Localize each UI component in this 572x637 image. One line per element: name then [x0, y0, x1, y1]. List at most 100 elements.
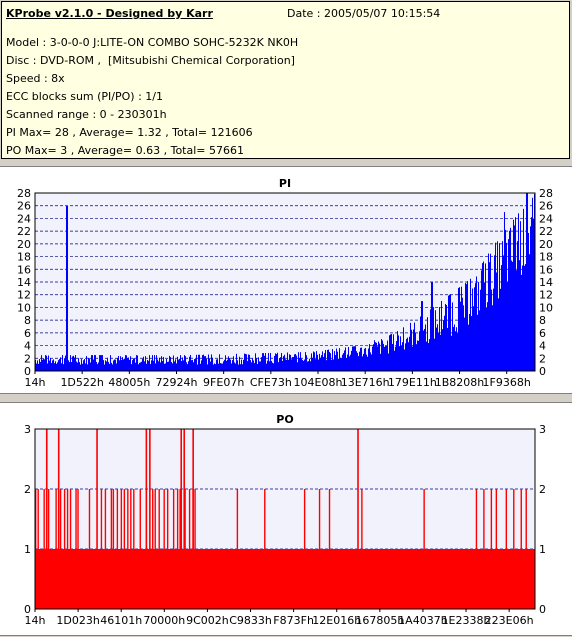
x-tick-label: CFE73h [250, 376, 292, 389]
pi-bar [318, 359, 319, 371]
pi-bar [418, 340, 419, 371]
pi-bar [161, 356, 162, 371]
pi-bar [393, 334, 394, 371]
pi-bar [385, 345, 386, 371]
pi-bar [321, 355, 322, 371]
pi-bar [440, 334, 441, 371]
pi-bar [469, 314, 470, 371]
pi-bar [380, 353, 381, 371]
pi-bar [168, 361, 169, 371]
pi-bar [75, 355, 76, 371]
pi-bar [461, 286, 462, 371]
pi-bar [496, 272, 497, 371]
pi-bar [343, 353, 344, 371]
pi-bar [132, 360, 133, 371]
pi-bar [287, 352, 288, 371]
pi-bar [524, 265, 525, 371]
pi-bar [270, 352, 271, 371]
pi-bar [166, 359, 167, 371]
po-spike [423, 489, 425, 609]
pi-bar [435, 310, 436, 371]
pi-bar [486, 308, 487, 371]
pi-bar [196, 354, 197, 371]
po-spike [104, 489, 107, 609]
pi-bar [90, 362, 91, 371]
pi-bar [274, 356, 275, 371]
pi-bar [183, 360, 184, 371]
pi-bar [102, 355, 103, 371]
pi-bar [189, 356, 190, 371]
pi-bar [162, 360, 163, 371]
pi-bar [298, 352, 299, 371]
pi-bar [229, 358, 230, 371]
po-spike [194, 489, 196, 609]
pi-bar [178, 359, 179, 371]
y-tick-label-left: 3 [24, 423, 31, 436]
pi-bar [532, 197, 533, 371]
pi-bar [221, 363, 222, 371]
pi-bar [516, 270, 517, 371]
y-tick-label-left: 20 [17, 238, 31, 251]
pi-bar [269, 361, 270, 371]
y-tick-label-left: 6 [24, 327, 31, 340]
pi-bar [425, 324, 426, 371]
scan-date: Date : 2005/05/07 10:15:54 [287, 7, 441, 20]
pi-bar [145, 356, 146, 371]
disc-type: Disc : DVD-ROM , [Mitsubishi Chemical Co… [6, 54, 295, 67]
pi-bar [356, 351, 357, 371]
y-tick-label-right: 0 [539, 603, 546, 616]
pi-bar [430, 309, 431, 371]
pi-bar [413, 329, 414, 371]
y-tick-label-right: 24 [539, 212, 553, 225]
y-tick-label-right: 14 [539, 276, 553, 289]
pi-bar [276, 354, 277, 371]
pi-bar [305, 352, 306, 371]
pi-bar [280, 357, 281, 371]
pi-bar [281, 352, 282, 371]
pi-bar [93, 359, 94, 371]
pi-bar [376, 342, 377, 371]
pi-bar [151, 360, 152, 371]
pi-bar [471, 315, 472, 371]
pi-bar [518, 213, 519, 371]
pi-bar [437, 324, 438, 371]
pi-bar [83, 360, 84, 371]
pi-bar [348, 347, 349, 371]
pi-bar [154, 355, 155, 371]
po-spike-max [180, 429, 183, 609]
po-spike [172, 489, 175, 609]
x-tick-label: 1F9368h [483, 376, 531, 389]
pi-bar [300, 352, 301, 371]
pi-bar [115, 359, 116, 371]
pi-bar [150, 364, 151, 371]
pi-bar [217, 359, 218, 371]
pi-bar [442, 329, 443, 371]
x-tick-label: 14h [25, 614, 46, 627]
pi-bar [272, 362, 273, 371]
pi-bar [398, 335, 399, 371]
pi-bar [322, 351, 323, 371]
pi-bar [170, 357, 171, 371]
pi-bar [53, 359, 54, 371]
po-spike [139, 489, 141, 609]
pi-bar [467, 281, 468, 371]
pi-bar [513, 219, 514, 371]
pi-bar [87, 364, 88, 371]
pi-bar [317, 354, 318, 371]
po-chart-panel: PO 0 0 1 1 2 2 3 3 14h 1D023h 46101h 70000h 9C002h C98… [0, 402, 572, 636]
pi-bar [293, 356, 294, 371]
pi-bar [403, 327, 404, 371]
pi-bar [520, 221, 521, 371]
pi-bar [402, 342, 403, 371]
pi-bar [331, 359, 332, 371]
pi-bar [344, 350, 345, 371]
pi-bar [251, 362, 252, 371]
pi-bar [482, 263, 483, 371]
pi-bar [501, 265, 502, 371]
po-spike [520, 489, 522, 609]
pi-bar [56, 363, 57, 371]
po-spike [127, 489, 129, 609]
pi-bar [182, 357, 183, 371]
x-tick-label: 179E11h [388, 376, 437, 389]
pi-bar [133, 358, 134, 371]
